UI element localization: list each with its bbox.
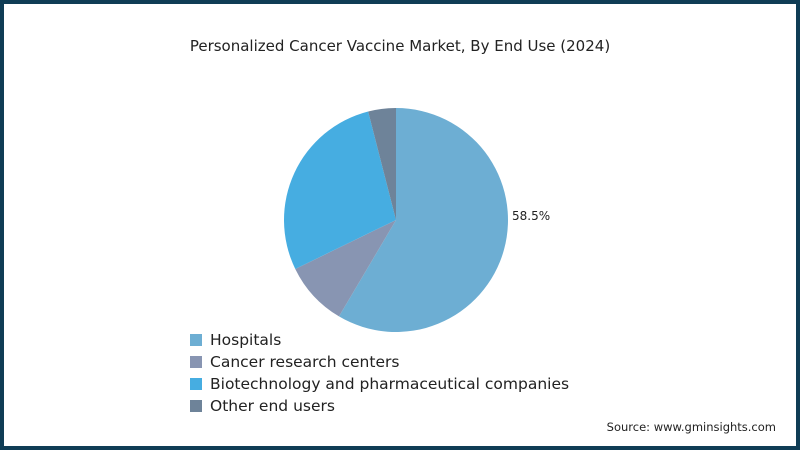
- legend-label: Other end users: [210, 397, 335, 415]
- legend-item: Hospitals: [190, 329, 569, 351]
- legend-swatch: [190, 378, 202, 390]
- pie-chart: [284, 108, 509, 332]
- legend: Hospitals Cancer research centers Biotechn…: [190, 329, 569, 417]
- pie-slice-cancer-research-centers: [295, 220, 396, 317]
- pie-slice-other-end-users: [368, 108, 396, 220]
- legend-item: Other end users: [190, 395, 569, 417]
- pie-slice-hospitals: [338, 108, 509, 332]
- pie-slice-biotechnology-and-pharmaceutical-companies: [284, 111, 396, 269]
- legend-label: Biotechnology and pharmaceutical compani…: [210, 375, 570, 393]
- source-note: Source: www.gminsights.com: [606, 420, 776, 434]
- legend-label: Cancer research centers: [210, 353, 400, 371]
- legend-swatch: [190, 334, 202, 346]
- legend-item: Cancer research centers: [190, 351, 569, 373]
- legend-swatch: [190, 400, 202, 412]
- legend-swatch: [190, 356, 202, 368]
- legend-item: Biotechnology and pharmaceutical compani…: [190, 373, 569, 395]
- chart-title: Personalized Cancer Vaccine Market, By E…: [189, 37, 611, 55]
- hospitals-data-label: 58.5%: [512, 209, 551, 223]
- legend-label: Hospitals: [210, 331, 282, 349]
